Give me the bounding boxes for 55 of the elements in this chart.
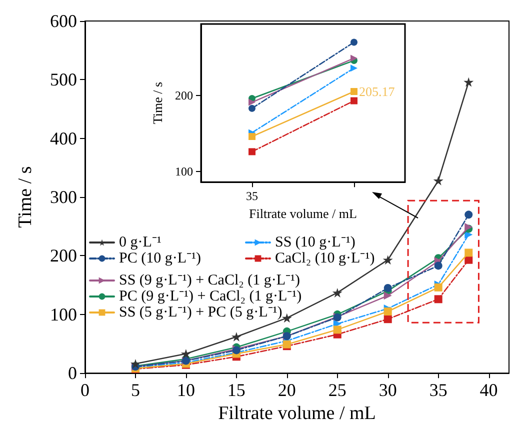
- legend-label: 0 g·L⁻¹: [119, 234, 162, 250]
- x-tick-label: 40: [480, 380, 498, 400]
- point: [382, 255, 393, 265]
- point: [434, 262, 442, 270]
- point: [248, 104, 256, 112]
- point: [384, 315, 392, 324]
- x-tick-label: 5: [130, 380, 140, 400]
- x-tick-label: 15: [227, 380, 246, 400]
- x-axis-title: Filtrate volume / mL: [249, 206, 358, 221]
- point: [384, 307, 392, 316]
- y-tick-label: 0: [68, 363, 77, 384]
- y-tick-label: 100: [175, 164, 193, 178]
- point: [464, 77, 474, 87]
- point: [248, 148, 256, 156]
- point: [332, 288, 342, 298]
- point: [434, 295, 442, 304]
- y-tick-label: 200: [175, 88, 193, 102]
- legend-label: CaCl₂ (10 g·L⁻¹): [275, 250, 375, 266]
- x-tick-label: 35: [429, 380, 448, 400]
- x-tick-label: 20: [278, 380, 296, 400]
- point: [350, 88, 358, 96]
- x-tick-label: 10: [176, 380, 195, 400]
- y-tick-label: 100: [50, 304, 77, 324]
- x-tick-label: 30: [378, 380, 397, 400]
- point: [434, 283, 442, 292]
- point: [464, 256, 473, 264]
- x-tick-label: 0: [80, 380, 90, 400]
- annotation: 205.17: [359, 84, 396, 100]
- point: [433, 176, 444, 186]
- point: [130, 358, 140, 368]
- point: [333, 326, 342, 334]
- legend-label: SS (10 g·L⁻¹): [275, 234, 356, 250]
- x-tick-label: 35: [246, 189, 258, 204]
- legend-label: SS (9 g·L⁻¹) + CaCl₂ (1 g·L⁻¹): [119, 272, 300, 288]
- y-tick-label: 300: [50, 187, 77, 208]
- y-axis-title: Time / s: [15, 166, 36, 228]
- point: [180, 348, 191, 358]
- point: [231, 332, 242, 342]
- point: [350, 38, 358, 46]
- legend-label: SS (5 g·L⁻¹) + PC (5 g·L⁻¹): [119, 304, 282, 320]
- y-tick-label: 500: [50, 70, 77, 90]
- legend-label: PC (9 g·L⁻¹) + CaCl₂ (1 g·L⁻¹): [119, 288, 302, 304]
- point: [464, 210, 473, 219]
- y-tick-label: 200: [50, 246, 77, 266]
- point: [384, 284, 392, 292]
- legend-label: PC (10 g·L⁻¹): [119, 250, 201, 266]
- point: [464, 248, 473, 257]
- x-tick-label: 25: [328, 380, 346, 400]
- y-tick-label: 600: [50, 11, 77, 31]
- y-tick-label: 400: [50, 128, 77, 148]
- point: [350, 97, 358, 104]
- point: [384, 292, 392, 300]
- point: [282, 313, 292, 323]
- x-axis-title: Filtrate volume / mL: [218, 403, 376, 424]
- y-axis-title: Time / s: [150, 82, 166, 124]
